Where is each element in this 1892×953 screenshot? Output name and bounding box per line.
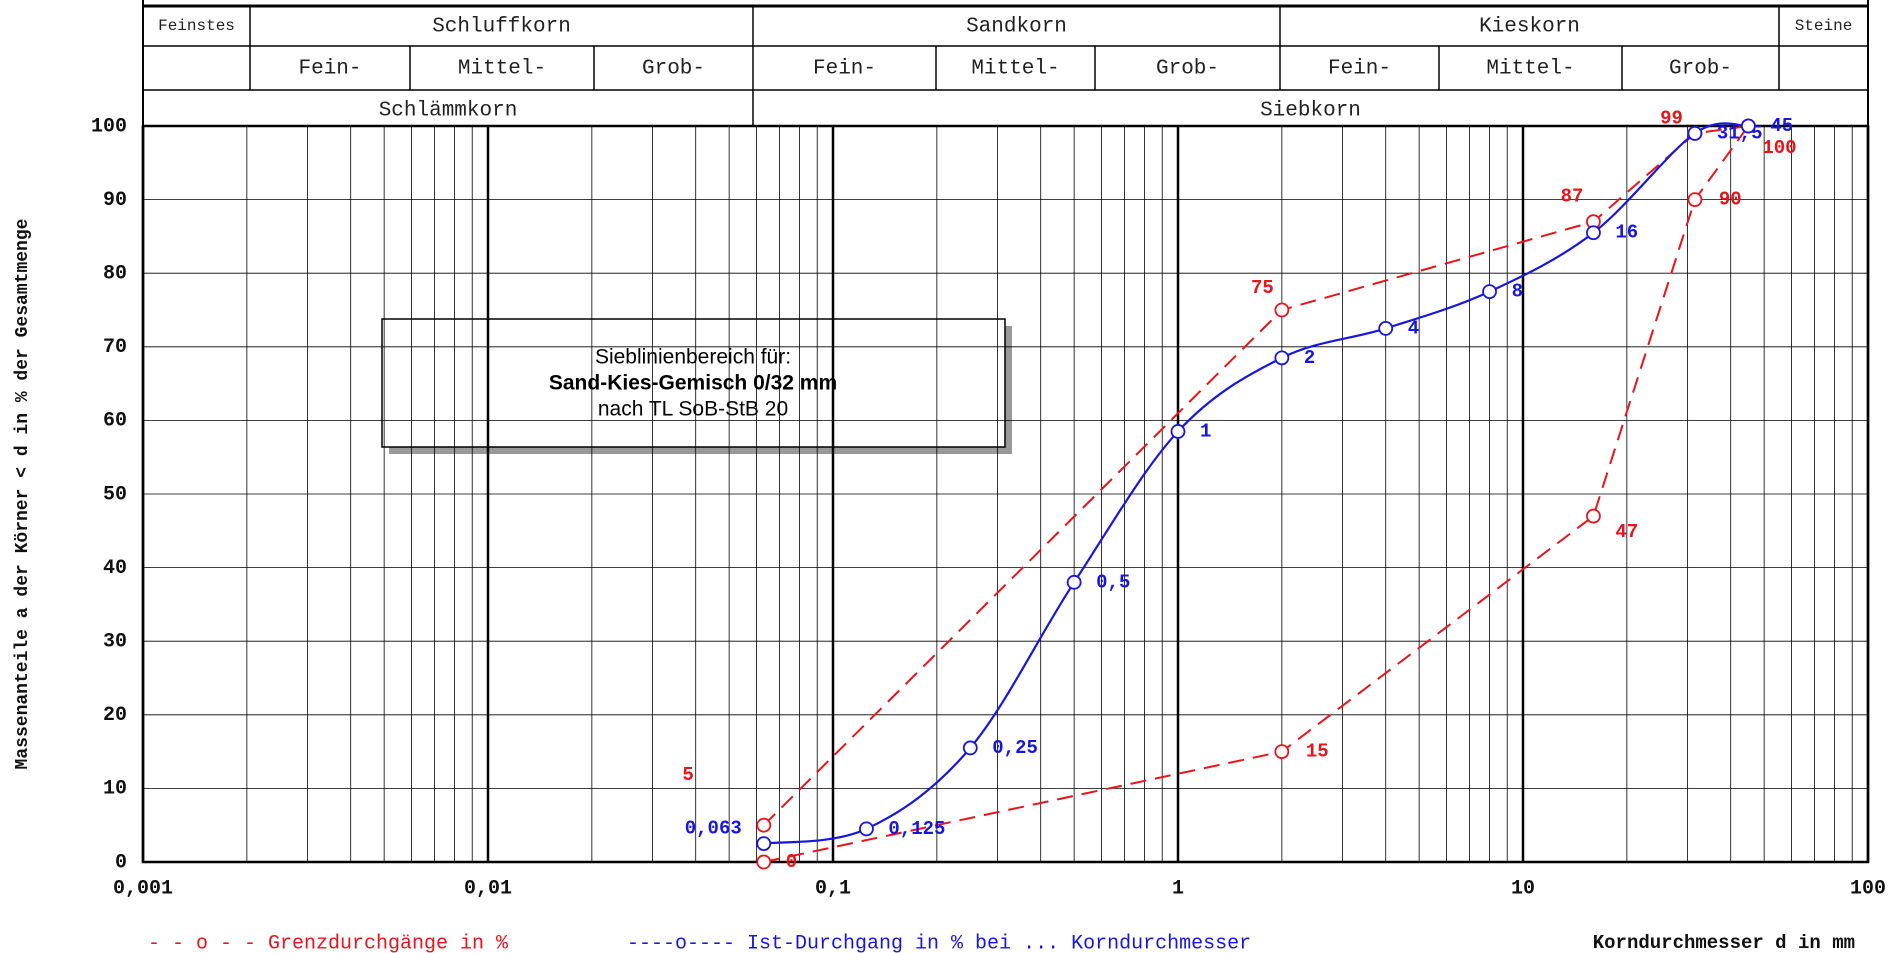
legend-entry: ----o---- Ist-Durchgang in % bei ... Kor… — [627, 932, 1251, 953]
header-cell: Grob- — [1669, 58, 1732, 81]
header-cell: Fein- — [298, 58, 361, 81]
header-cell: Grob- — [642, 58, 705, 81]
header-cell: Fein- — [813, 58, 876, 81]
header-cell: Steine — [1795, 17, 1853, 35]
y-tick-label: 100 — [91, 115, 127, 138]
series-line — [763, 125, 1749, 826]
x-tick-label: 1 — [1172, 877, 1184, 900]
point-label: 99 — [1660, 107, 1683, 129]
point-label: 15 — [1306, 741, 1329, 763]
data-point — [1586, 508, 1601, 524]
header-table — [142, 0, 1869, 126]
header-cell: Mittel- — [458, 58, 546, 81]
y-tick-label: 30 — [103, 630, 127, 653]
data-point — [859, 821, 874, 837]
point-label: 45 — [1770, 115, 1793, 137]
x-tick-label: 0,001 — [113, 877, 173, 900]
point-label: 0,5 — [1096, 571, 1130, 593]
header-cell: Feinstes — [158, 17, 235, 35]
header-cell: Sandkorn — [966, 16, 1067, 39]
y-axis-title: Massenanteile a der Körner < d in % der … — [13, 219, 33, 770]
data-point — [1687, 125, 1703, 141]
point-label: 1 — [1200, 420, 1211, 442]
data-point — [756, 817, 772, 833]
y-tick-label: 50 — [103, 483, 127, 506]
data-point — [1687, 192, 1703, 208]
y-tick-label: 90 — [103, 189, 127, 212]
data-point — [1274, 350, 1290, 366]
y-tick-label: 0 — [115, 851, 127, 874]
header-cell: Schluffkorn — [432, 16, 571, 39]
data-point — [1274, 302, 1290, 318]
point-label: 16 — [1615, 222, 1638, 244]
point-label: 75 — [1251, 277, 1274, 299]
x-tick-label: 0,01 — [464, 877, 512, 900]
point-label: 2 — [1304, 347, 1315, 369]
point-label: 0,125 — [888, 818, 945, 840]
data-point — [1274, 744, 1290, 759]
y-tick-label: 10 — [103, 778, 127, 801]
point-label: 4 — [1408, 317, 1419, 339]
x-tick-label: 0,1 — [815, 877, 851, 900]
point-label: 0 — [786, 851, 797, 873]
y-tick-label: 80 — [103, 262, 127, 285]
point-label: 87 — [1561, 186, 1584, 208]
x-axis-title: Korndurchmesser d in mm — [1593, 932, 1855, 953]
header-cell: Mittel- — [971, 58, 1059, 81]
data-point — [1740, 118, 1756, 134]
point-label: 0,063 — [685, 818, 742, 840]
point-label: 8 — [1512, 281, 1523, 303]
point-label: 47 — [1615, 521, 1638, 543]
legend-entry: - - o - - Grenzdurchgänge in % — [148, 932, 509, 953]
header-cell: Kieskorn — [1479, 16, 1580, 39]
header-cell: Fein- — [1328, 58, 1391, 81]
point-label: 0,25 — [992, 737, 1038, 759]
y-tick-label: 60 — [103, 410, 127, 433]
annotation-line: Sand-Kies-Gemisch 0/32 mm — [549, 372, 837, 395]
data-point — [1482, 284, 1497, 300]
annotation-line: nach TL SoB-StB 20 — [598, 398, 788, 421]
x-tick-label: 10 — [1511, 877, 1535, 900]
y-tick-label: 40 — [103, 557, 127, 580]
point-label: 100 — [1762, 137, 1796, 159]
plot-frame — [141, 124, 1870, 864]
data-point — [1378, 320, 1394, 336]
point-label: 90 — [1719, 189, 1742, 211]
header-cell: Schlämmkorn — [379, 100, 518, 123]
data-point — [1586, 225, 1601, 241]
annotation-box: Sieblinienbereich für: Sand-Kies-Gemisch… — [381, 318, 1012, 454]
x-tick-label: 100 — [1850, 877, 1886, 900]
data-point — [962, 740, 978, 756]
header-cell: Grob- — [1156, 58, 1219, 81]
header-cell: Siebkorn — [1260, 100, 1361, 123]
data-point — [756, 836, 772, 851]
point-label: 5 — [682, 764, 693, 786]
data-point — [1170, 424, 1186, 439]
header-cell: Mittel- — [1486, 58, 1574, 81]
series-line — [763, 125, 1750, 863]
data-point — [1066, 574, 1082, 590]
y-tick-label: 20 — [103, 704, 127, 727]
data-point — [756, 854, 772, 870]
annotation-line: Sieblinienbereich für: — [595, 346, 791, 369]
y-tick-label: 70 — [103, 336, 127, 359]
